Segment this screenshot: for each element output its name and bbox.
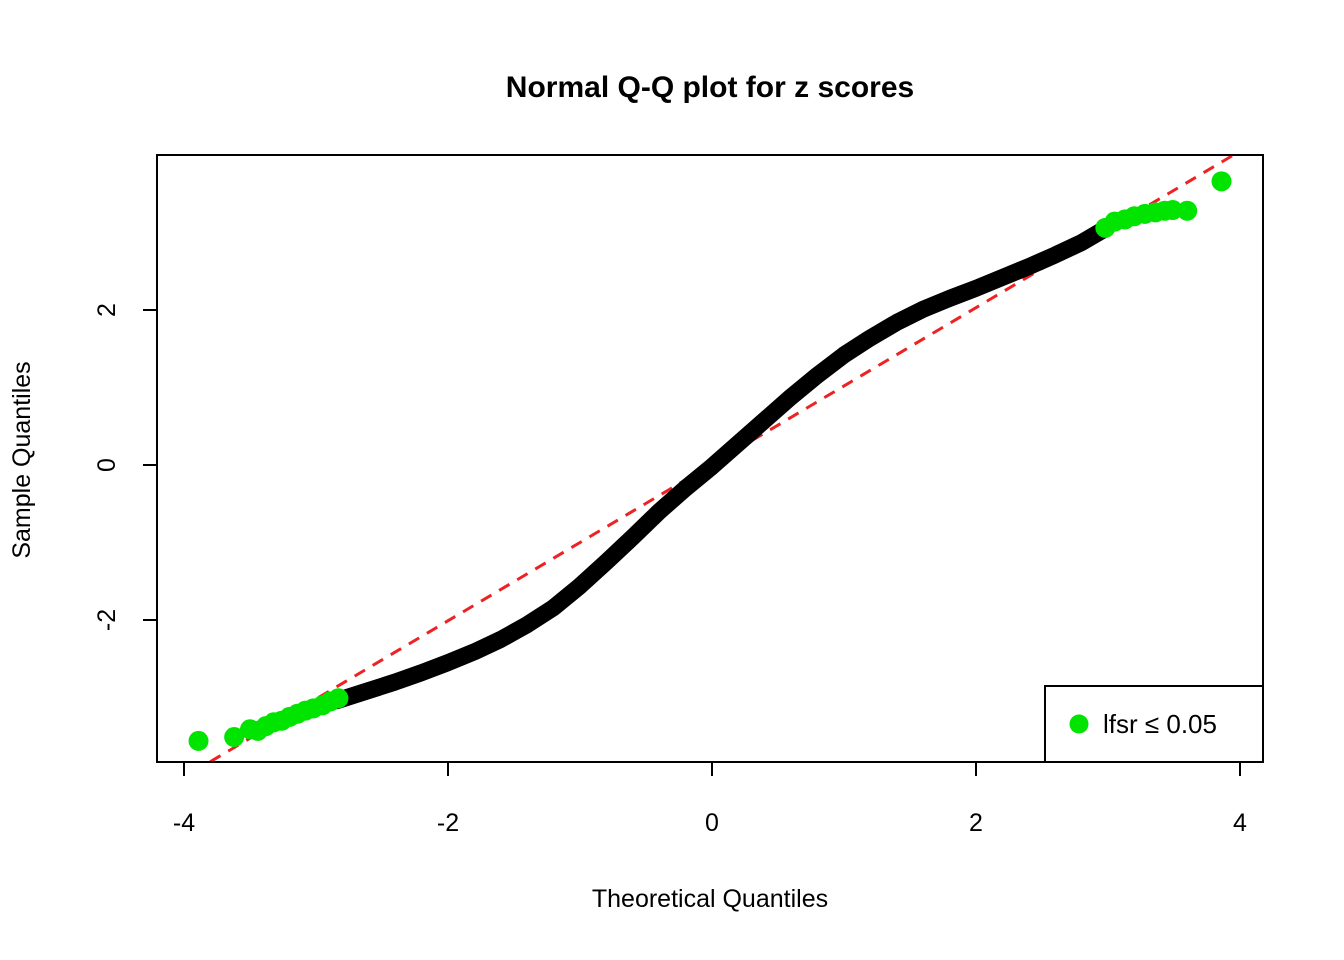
y-axis-tick-label: 2 — [93, 303, 121, 317]
legend-marker-icon — [1069, 714, 1089, 734]
significant-point — [1211, 171, 1232, 192]
plot-title: Normal Q-Q plot for z scores — [506, 71, 914, 104]
legend-label: lfsr ≤ 0.05 — [1103, 709, 1217, 739]
plot-border — [156, 154, 1264, 763]
x-axis-tick-label: 0 — [705, 809, 719, 837]
legend: lfsr ≤ 0.05 — [1044, 685, 1264, 763]
significant-point — [1177, 200, 1198, 221]
x-axis-tick-label: 2 — [969, 809, 983, 837]
significant-points-layer — [188, 171, 1232, 751]
y-axis-label: Sample Quantiles — [8, 361, 36, 558]
x-axis-tick-label: -4 — [173, 809, 195, 837]
axis-ticks-layer — [143, 309, 1241, 776]
significant-point — [1162, 200, 1183, 221]
main-points-band-layer — [328, 220, 1114, 710]
y-axis-tick-label: 0 — [93, 458, 121, 472]
significant-point — [328, 688, 349, 709]
significant-point — [188, 730, 209, 751]
z-score-point-band — [328, 220, 1114, 710]
x-axis-tick-label: -2 — [437, 809, 459, 837]
axis-tick-labels-layer: -4 -2 0 2 4 -2 0 2 — [93, 303, 1247, 837]
significant-point — [224, 727, 245, 748]
x-axis-tick-label: 4 — [1233, 809, 1247, 837]
x-axis-label: Theoretical Quantiles — [592, 885, 828, 913]
y-axis-tick-label: -2 — [93, 609, 121, 631]
